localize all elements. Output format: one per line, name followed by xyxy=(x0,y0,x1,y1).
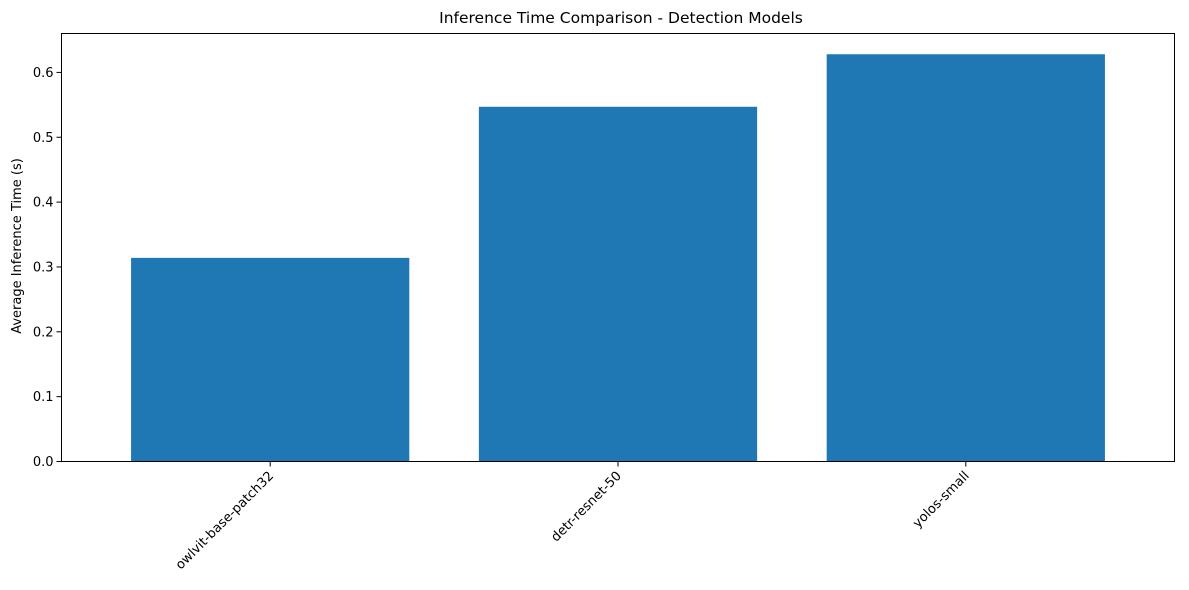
bars-group xyxy=(131,54,1105,461)
y-tick-label: 0.6 xyxy=(33,66,54,81)
y-axis-title: Average Inference Time (s) xyxy=(10,158,25,334)
y-tick-label: 0.3 xyxy=(33,260,54,275)
y-tick-label: 0.1 xyxy=(33,390,54,405)
y-tick-label: 0.4 xyxy=(33,196,54,211)
x-tick-label: yolos-small xyxy=(910,469,972,531)
y-tick-label: 0.5 xyxy=(33,131,54,146)
bar-detr-resnet-50 xyxy=(479,107,757,462)
x-tick-label: owlvit-base-patch32 xyxy=(173,469,277,573)
y-tick-label: 0.2 xyxy=(33,325,54,340)
x-axis-ticks: owlvit-base-patch32 detr-resnet-50 yolos-s… xyxy=(173,462,973,573)
y-axis-ticks: 0.0 0.1 0.2 0.3 0.4 0.5 0.6 xyxy=(33,66,62,470)
plot-area: 0.0 0.1 0.2 0.3 0.4 0.5 0.6 owlvit-base-patch3… xyxy=(33,34,1175,573)
bar-yolos-small xyxy=(827,54,1105,461)
bar-owlvit-base-patch32 xyxy=(131,258,409,462)
x-tick-label: detr-resnet-50 xyxy=(548,469,624,545)
y-tick-label: 0.0 xyxy=(33,455,54,470)
chart-title: Inference Time Comparison - Detection Mo… xyxy=(439,9,803,27)
